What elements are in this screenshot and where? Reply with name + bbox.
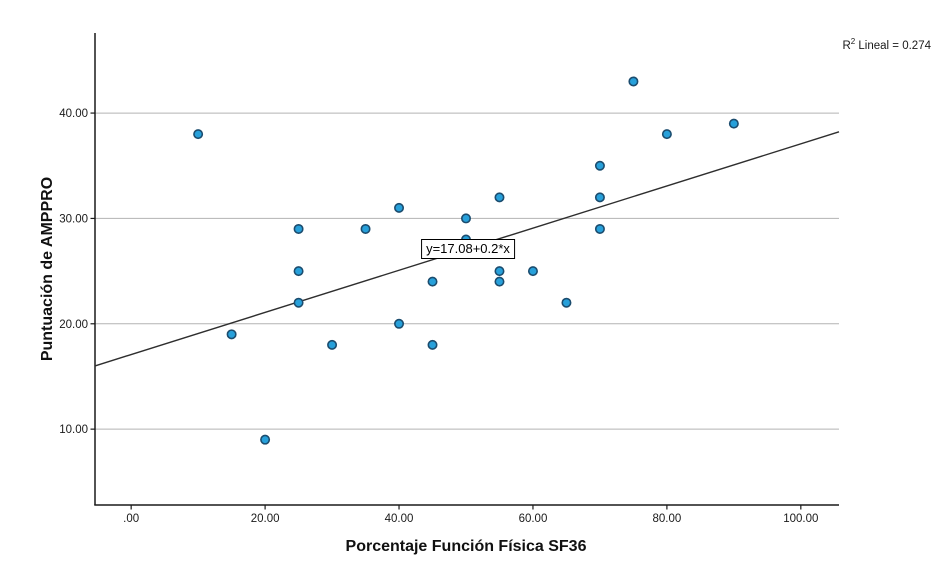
data-point — [728, 118, 739, 129]
x-tick-label: 40.00 — [385, 513, 414, 525]
r-squared-prefix: R — [842, 39, 851, 52]
data-point — [594, 223, 605, 234]
data-point — [628, 76, 639, 87]
x-tick-label: 20.00 — [251, 513, 280, 525]
data-point — [327, 339, 338, 350]
x-tick-label: .00 — [123, 513, 139, 525]
y-axis-title: Puntuación de AMPPRO — [39, 176, 56, 362]
data-point — [527, 266, 538, 277]
data-point — [193, 129, 204, 140]
y-tick-label: 40.00 — [59, 108, 88, 120]
x-tick-label: 80.00 — [653, 513, 682, 525]
data-point — [561, 297, 572, 308]
data-point — [494, 276, 505, 287]
r-squared-sup: 2 — [850, 37, 856, 46]
data-point — [427, 276, 438, 287]
r-squared-label: R2 Lineal = 0.274 — [842, 37, 931, 52]
x-axis-title: Porcentaje Función Física SF36 — [345, 538, 587, 555]
x-tick-label: 60.00 — [519, 513, 548, 525]
r-squared-suffix: Lineal = 0.274 — [855, 39, 931, 52]
data-point — [293, 266, 304, 277]
data-point — [460, 213, 471, 224]
data-point — [394, 318, 405, 329]
data-point — [494, 266, 505, 277]
data-point — [594, 192, 605, 203]
y-tick-label: 20.00 — [59, 319, 88, 331]
data-point — [594, 160, 605, 171]
data-point — [394, 202, 405, 213]
regression-equation-label: y=17.08+0.2*x — [421, 239, 515, 259]
data-point — [260, 434, 271, 445]
data-point — [360, 223, 371, 234]
data-point — [293, 223, 304, 234]
data-point — [226, 329, 237, 340]
y-tick-label: 10.00 — [59, 424, 88, 436]
data-point — [427, 339, 438, 350]
data-point — [661, 129, 672, 140]
data-point — [494, 192, 505, 203]
y-tick-label: 30.00 — [59, 213, 88, 225]
x-tick-label: 100.00 — [783, 513, 818, 525]
data-point — [293, 297, 304, 308]
